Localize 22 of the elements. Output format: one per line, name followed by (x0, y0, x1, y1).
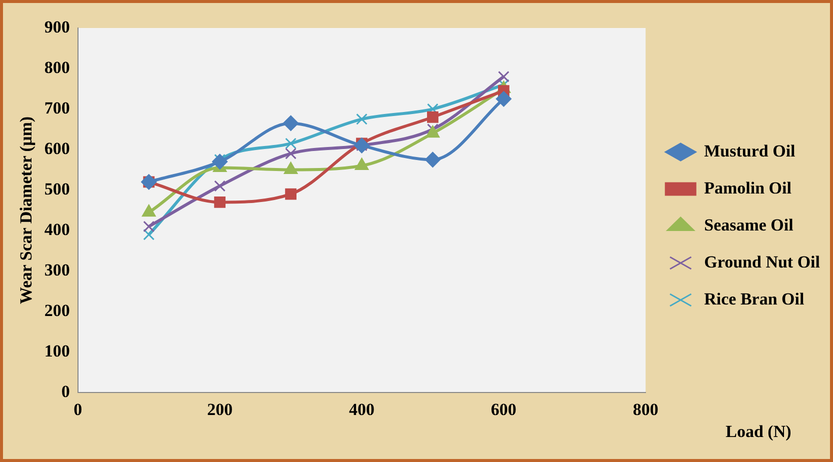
y-tick-label: 400 (44, 220, 70, 239)
y-tick-label: 100 (44, 341, 70, 360)
y-tick-label: 300 (44, 260, 70, 280)
x-tick-label: 200 (207, 400, 233, 420)
y-axis-title: Wear Scar Diameter (µm) (16, 116, 36, 304)
legend-label: Musturd Oil (704, 141, 796, 160)
x-axis-title: Load (N) (726, 422, 792, 441)
x-tick-label: 0 (74, 400, 82, 420)
y-tick-label: 200 (44, 300, 70, 320)
legend-label: Ground Nut Oil (704, 252, 820, 272)
legend-label: Rice Bran Oil (704, 289, 804, 308)
y-tick-label: 600 (44, 138, 70, 158)
legend-label: Pamolin Oil (704, 178, 792, 198)
x-tick-label: 800 (632, 400, 658, 420)
y-tick-label: 700 (44, 98, 70, 118)
y-tick-label: 0 (61, 382, 70, 401)
y-tick-label: 900 (44, 17, 70, 36)
y-tick-label: 500 (44, 179, 70, 198)
x-tick-label: 600 (490, 400, 516, 420)
y-tick-label: 800 (44, 58, 70, 77)
legend-label: Seasame Oil (704, 215, 794, 234)
x-tick-label: 400 (349, 400, 375, 420)
